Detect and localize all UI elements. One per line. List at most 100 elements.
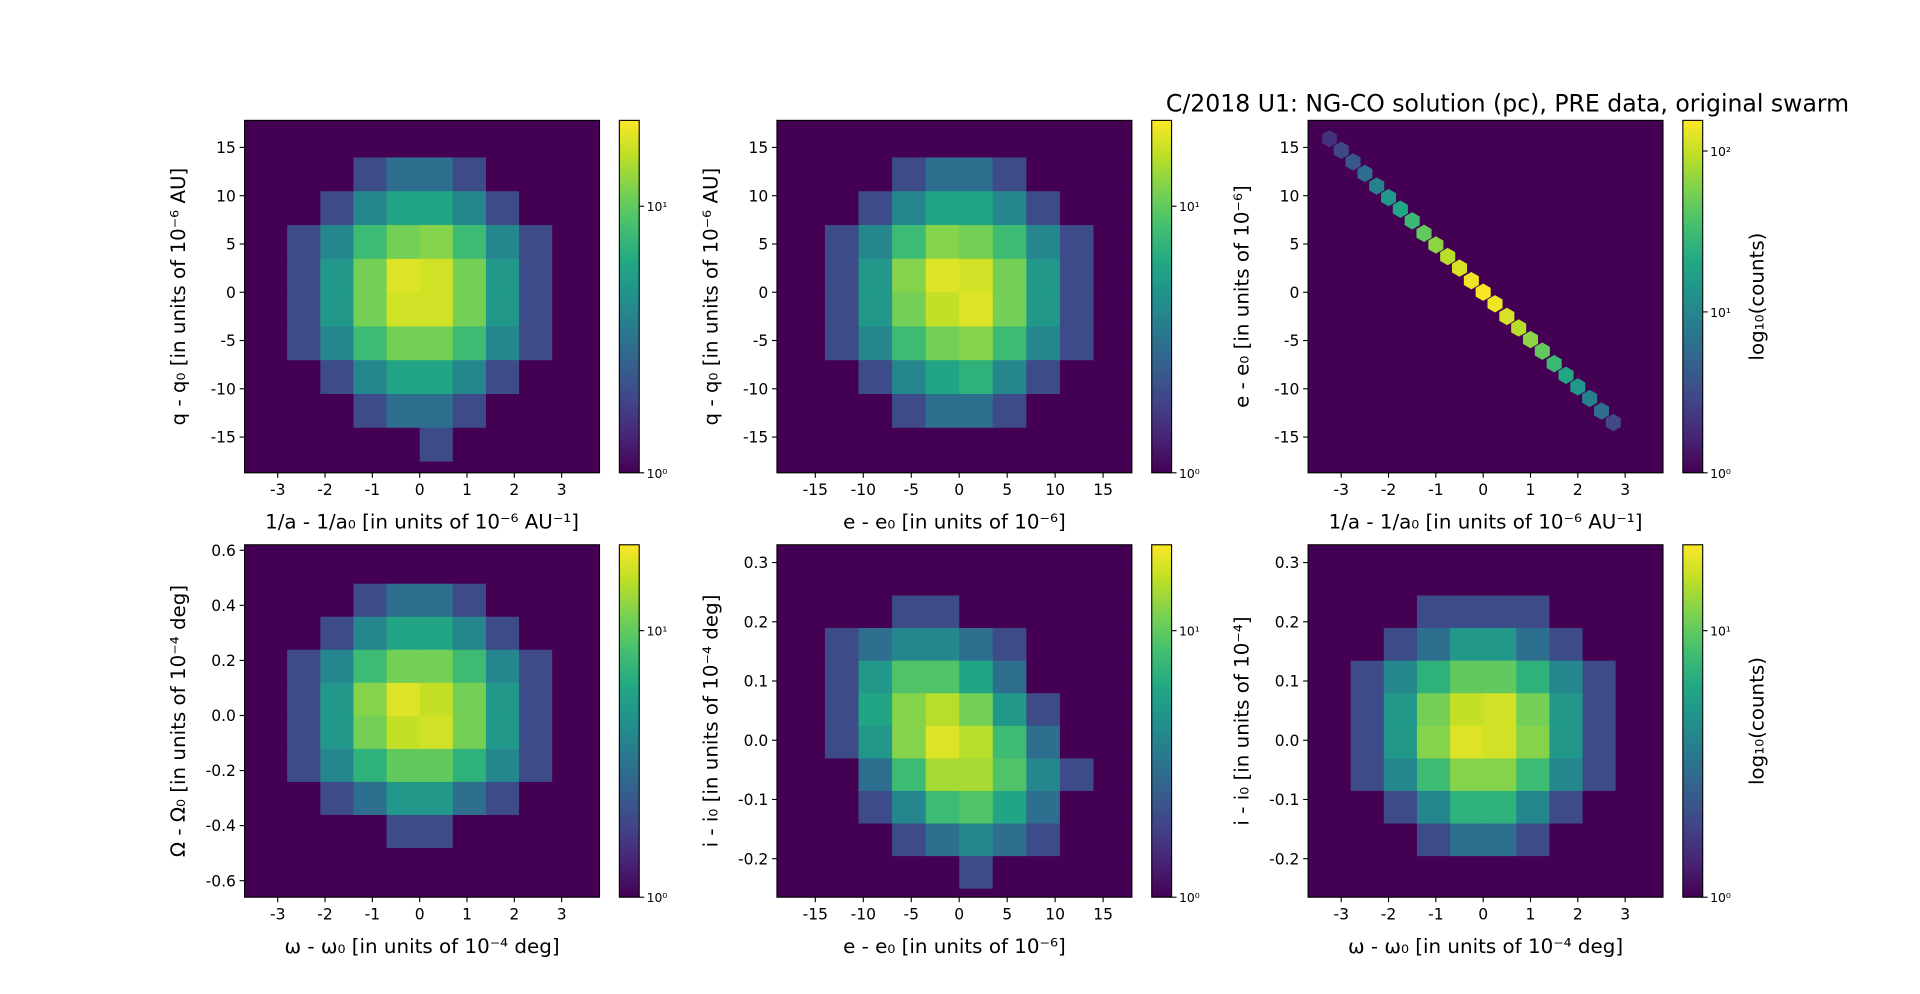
bin-cell [1093, 660, 1128, 694]
bin-cell [287, 682, 321, 716]
bin-cell [452, 258, 487, 293]
bin-cell [452, 814, 487, 849]
bin-cell [925, 595, 960, 629]
bin-cell [419, 781, 454, 815]
bin-cell [320, 157, 354, 192]
bin-cell [1317, 692, 1352, 726]
bin-cell [1317, 855, 1352, 889]
y-tick-label: 0.2 [1275, 613, 1300, 631]
bin-cell [552, 123, 586, 158]
bin-cell [452, 190, 487, 226]
bin-cell [519, 359, 553, 394]
panel: -15 -10 -5 0 5 10 15 -15 -10 -5 0 5 10 15 e - e₀ [in u… [699, 119, 1200, 534]
x-tick-label: 5 [1002, 481, 1012, 499]
bin-cell [1516, 758, 1550, 791]
bin-cell [353, 715, 387, 749]
bin-cell [1450, 823, 1484, 857]
bin-cell [287, 258, 321, 293]
bin-cell [552, 682, 586, 716]
bin-cell [320, 715, 354, 749]
bin-cell [1059, 326, 1094, 361]
bin-cell [254, 616, 288, 650]
bin-cell [1450, 790, 1484, 824]
bin-cell [1416, 627, 1451, 661]
bin-cell [824, 359, 859, 394]
bin-cell [452, 715, 487, 749]
x-tick-label: -1 [365, 481, 380, 499]
bin-cell [1483, 823, 1517, 857]
x-tick-label: 15 [1093, 481, 1113, 499]
bin-cell [254, 393, 288, 428]
y-axis-label: q - q₀ [in units of 10⁻⁶ AU] [699, 168, 722, 426]
colorbar [1682, 119, 1704, 474]
bin-cell [1093, 292, 1128, 327]
bin-cell [791, 660, 826, 694]
bin-cell [1549, 692, 1583, 726]
bin-cell [824, 660, 859, 694]
bin-cell [824, 157, 859, 192]
bin-cell [1059, 224, 1094, 259]
bin-cell [892, 823, 927, 857]
bin-cell [1026, 157, 1061, 192]
x-tick-label: 3 [1620, 481, 1630, 499]
bin-cell [1450, 595, 1484, 629]
bin-cell [824, 758, 859, 791]
bin-cell [519, 190, 553, 226]
colorbar-tick-label: 10⁰ [1179, 466, 1200, 481]
bin-cell [287, 550, 321, 584]
x-tick-label: 3 [557, 906, 567, 924]
hex-bin [1499, 307, 1515, 326]
y-tick-label: 0.4 [211, 597, 236, 615]
hex-bin [1605, 413, 1621, 432]
bin-cell [1383, 855, 1418, 889]
bin-cell [1093, 326, 1128, 361]
bin-cell [1383, 725, 1418, 759]
x-tick-label: -1 [1428, 481, 1443, 499]
bin-cell [791, 258, 826, 293]
bin-cell [992, 224, 1027, 259]
y-tick-label: -0.2 [738, 850, 768, 868]
bin-cell [1615, 725, 1650, 759]
y-tick-label: -10 [211, 380, 236, 398]
bin-cell [320, 616, 354, 650]
hex-bin [1369, 177, 1385, 195]
bin-cell [386, 649, 421, 683]
bin-cell [485, 583, 520, 617]
marks [254, 123, 586, 462]
bin-cell [959, 758, 994, 791]
colorbar-tick-label: 10¹ [1179, 624, 1200, 639]
bin-cell [1059, 258, 1094, 293]
bin-cell [1059, 790, 1094, 824]
y-tick-label: 0.1 [744, 673, 769, 691]
bin-cell [419, 326, 454, 361]
bin-cell [959, 823, 994, 857]
bin-cell [1615, 790, 1650, 824]
bin-cell [892, 123, 927, 158]
bin-cell [992, 359, 1027, 394]
bin-cell [1450, 725, 1484, 759]
bin-cell [1317, 823, 1352, 857]
bin-cell [519, 157, 553, 192]
bin-cell [485, 359, 520, 394]
bin-cell [552, 847, 586, 882]
bin-cell [892, 692, 927, 726]
bin-cell [287, 224, 321, 259]
axes-frame [1307, 544, 1664, 898]
bin-cell [353, 157, 387, 192]
hex-bin [1440, 247, 1456, 266]
bin-cell [353, 393, 387, 428]
y-tick-label: 0 [226, 284, 236, 302]
bin-cell [1317, 595, 1352, 629]
bin-cell [1026, 123, 1061, 158]
bin-cell [254, 359, 288, 394]
bin-cell [791, 393, 826, 428]
bin-cell [791, 190, 826, 226]
bin-cell [386, 616, 421, 650]
bin-cell [791, 157, 826, 192]
bin-cell [419, 847, 454, 882]
bin-cell [287, 616, 321, 650]
bin-cell [992, 258, 1027, 293]
bin-cell [992, 562, 1027, 596]
bin-cell [254, 715, 288, 749]
bin-cell [1350, 823, 1385, 857]
